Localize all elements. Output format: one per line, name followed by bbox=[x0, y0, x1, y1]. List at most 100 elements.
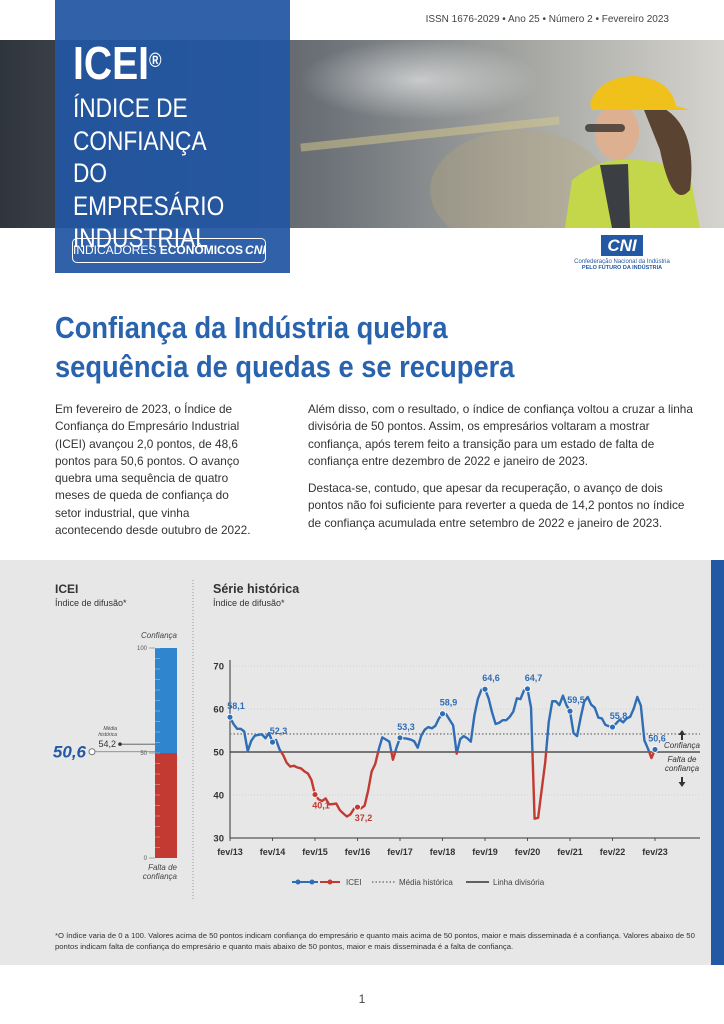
paragraph: Destaca-se, contudo, que apesar da recup… bbox=[308, 481, 685, 530]
data-label: 52,3 bbox=[270, 726, 288, 736]
data-label: 37,2 bbox=[355, 813, 373, 823]
x-tick-label: fev/23 bbox=[642, 847, 668, 857]
y-tick-label: 60 bbox=[213, 705, 224, 716]
x-tick-label: fev/14 bbox=[260, 847, 286, 857]
paragraph: Além disso, com o resultado, o índice de… bbox=[308, 402, 693, 468]
series-line-below bbox=[246, 752, 656, 820]
x-tick-label: fev/21 bbox=[557, 847, 583, 857]
brand-line: CONFIANÇA bbox=[73, 125, 207, 156]
page-number: 1 bbox=[358, 992, 366, 1006]
gauge-reference-dot bbox=[118, 742, 122, 746]
gauge-tick-label: 0 bbox=[144, 856, 148, 862]
side-strip bbox=[711, 560, 724, 965]
body-right: Além disso, com o resultado, o índice de… bbox=[308, 401, 700, 542]
annotation-below: Falta de bbox=[668, 755, 697, 764]
x-tick-label: fev/18 bbox=[430, 847, 456, 857]
footnote: *O índice varia de 0 a 100. Valores acim… bbox=[55, 931, 695, 951]
gauge-tick-label: 100 bbox=[137, 646, 148, 652]
series-line-above bbox=[228, 687, 657, 752]
data-label: 58,1 bbox=[227, 701, 245, 711]
data-label: 58,9 bbox=[440, 698, 458, 708]
registered-mark: ® bbox=[149, 50, 162, 72]
data-label: 59,5 bbox=[567, 695, 585, 705]
x-tick-label: fev/13 bbox=[217, 847, 243, 857]
badge: INDICADORES ECONÔMICOS CNI bbox=[72, 238, 266, 263]
data-label: 40,1 bbox=[312, 801, 330, 811]
data-point bbox=[396, 734, 404, 742]
headline: Confiança da Indústria quebra sequência … bbox=[55, 308, 514, 386]
legend-label: Linha divisória bbox=[493, 878, 545, 887]
chart-panel bbox=[0, 560, 724, 965]
logo-name: Confederação Nacional da Indústria bbox=[574, 259, 670, 265]
charts: ICEI Índice de difusão* Série histórica … bbox=[53, 580, 701, 900]
brand: ICEI® bbox=[73, 40, 162, 86]
gauge-bottom-label: confiança bbox=[143, 872, 178, 881]
data-label: 55,8 bbox=[610, 711, 628, 721]
brand-box: ICEI® ÍNDICE DE CONFIANÇA DO EMPRESÁRIO … bbox=[55, 0, 290, 273]
body-left: Em fevereiro de 2023, o Índice de Confia… bbox=[55, 401, 251, 549]
chart-subtitle: Índice de difusão* bbox=[213, 598, 285, 608]
gauge-no-confidence bbox=[155, 753, 177, 858]
legend-label: ICEI bbox=[346, 878, 362, 887]
badge-text: CNI bbox=[245, 243, 266, 257]
brand-line: DO EMPRESÁRIO bbox=[73, 158, 225, 221]
cni-logo: CNI Confederação Nacional da Indústria P… bbox=[567, 235, 677, 271]
data-point bbox=[524, 685, 531, 693]
headline-line: sequência de quedas e se recupera bbox=[55, 349, 515, 384]
legend-swatch bbox=[295, 879, 301, 885]
x-tick-label: fev/17 bbox=[387, 847, 413, 857]
data-point bbox=[566, 707, 574, 715]
x-tick-label: fev/20 bbox=[515, 847, 541, 857]
y-tick-label: 70 bbox=[213, 662, 224, 673]
data-point bbox=[354, 803, 361, 811]
data-label: 64,6 bbox=[482, 673, 500, 683]
y-tick-label: 40 bbox=[213, 791, 224, 802]
gauge-reference-name: histórica bbox=[98, 732, 117, 738]
logo-tagline: PELO FUTURO DA INDÚSTRIA bbox=[581, 265, 663, 271]
data-label: 64,7 bbox=[525, 673, 543, 683]
legend-label: Média histórica bbox=[399, 878, 453, 887]
data-point bbox=[311, 791, 319, 798]
brand-lines: ÍNDICE DE CONFIANÇA DO EMPRESÁRIO INDUST… bbox=[73, 92, 255, 255]
gauge-reference-label: 54,2 bbox=[98, 739, 116, 749]
badge-text: ECONÔMICOS bbox=[159, 243, 244, 257]
gauge-value-label: 50,6 bbox=[53, 743, 87, 762]
gauge-top-label: Confiança bbox=[141, 631, 178, 640]
arrow-down bbox=[678, 777, 686, 787]
gauge-value-dot bbox=[88, 748, 96, 756]
headline-line: Confiança da Indústria quebra bbox=[55, 310, 448, 345]
annotation-above: Confiança bbox=[664, 741, 701, 750]
gauge-bottom-label: Falta de bbox=[148, 863, 177, 872]
data-label: 50,6 bbox=[648, 733, 666, 743]
data-point bbox=[609, 723, 616, 731]
x-tick-label: fev/15 bbox=[302, 847, 328, 857]
data-point bbox=[269, 738, 276, 746]
y-tick-label: 50 bbox=[213, 748, 224, 759]
logo-mark: CNI bbox=[601, 235, 643, 256]
brand-name: ICEI bbox=[73, 37, 150, 89]
brand-line: ÍNDICE DE bbox=[73, 93, 188, 123]
x-tick-label: fev/19 bbox=[472, 847, 498, 857]
gauge-reference-name: Média bbox=[103, 726, 117, 732]
legend-swatch bbox=[327, 879, 333, 885]
data-point bbox=[226, 713, 234, 721]
data-point bbox=[651, 746, 659, 753]
data-point bbox=[439, 710, 446, 718]
x-tick-label: fev/22 bbox=[600, 847, 626, 857]
gauge-title: ICEI bbox=[55, 582, 78, 596]
gauge-subtitle: Índice de difusão* bbox=[55, 598, 127, 608]
x-tick-label: fev/16 bbox=[345, 847, 371, 857]
chart-title: Série histórica bbox=[213, 582, 300, 596]
gauge-confidence bbox=[155, 648, 177, 753]
legend-swatch bbox=[309, 879, 315, 885]
y-tick-label: 30 bbox=[213, 834, 224, 845]
data-label: 53,3 bbox=[397, 722, 415, 732]
issn: ISSN 1676-2029 • Ano 25 • Número 2 • Fev… bbox=[425, 14, 669, 25]
arrow-up bbox=[678, 730, 686, 740]
gauge-tick-label: 50 bbox=[140, 751, 147, 757]
data-point bbox=[481, 685, 489, 693]
badge-text: INDICADORES bbox=[73, 243, 157, 257]
annotation-below: confiança bbox=[665, 764, 700, 773]
paragraph: Em fevereiro de 2023, o Índice de Confia… bbox=[55, 402, 251, 538]
